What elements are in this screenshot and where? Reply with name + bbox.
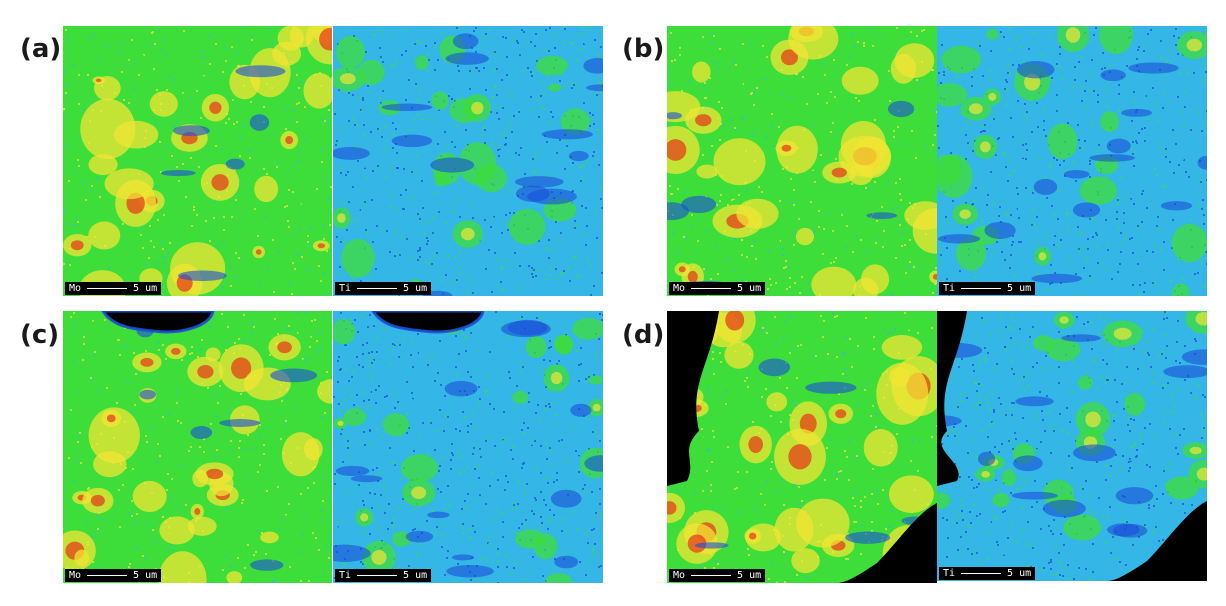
scale-text: 5 um xyxy=(737,283,762,294)
scale-bar: Ti 5 um xyxy=(939,567,1036,580)
mo-map-c: Mo 5 um xyxy=(63,311,332,583)
scale-line xyxy=(357,575,398,576)
element-label: Ti xyxy=(339,570,352,581)
scale-line xyxy=(961,288,1002,289)
element-label: Ti xyxy=(943,283,956,294)
scale-bar: Mo 5 um xyxy=(65,569,162,582)
scale-bar: Mo 5 um xyxy=(669,569,766,582)
ti-map-c: Ti 5 um xyxy=(333,311,603,583)
panel-label-d: (d) xyxy=(622,320,665,350)
element-label: Mo xyxy=(69,570,82,581)
scale-bar: Ti 5 um xyxy=(335,282,432,295)
ti-map-a: Ti 5 um xyxy=(333,26,603,296)
mo-map-b: Mo 5 um xyxy=(667,26,937,296)
panel-label-a: (a) xyxy=(20,34,62,64)
scale-line xyxy=(87,575,128,576)
element-label: Ti xyxy=(339,283,352,294)
element-label: Ti xyxy=(943,568,956,579)
ti-map-b: Ti 5 um xyxy=(937,26,1207,296)
scale-line xyxy=(87,288,128,289)
scale-bar: Mo 5 um xyxy=(669,282,766,295)
scale-text: 5 um xyxy=(1007,568,1032,579)
element-label: Mo xyxy=(69,283,82,294)
scale-line xyxy=(691,575,732,576)
mo-map-a: Mo 5 um xyxy=(63,26,332,296)
scale-text: 5 um xyxy=(737,570,762,581)
scale-line xyxy=(961,573,1002,574)
ti-map-d: Ti 5 um xyxy=(937,311,1207,581)
scale-text: 5 um xyxy=(133,283,158,294)
scale-line xyxy=(357,288,398,289)
element-label: Mo xyxy=(673,283,686,294)
scale-bar: Ti 5 um xyxy=(335,569,432,582)
scale-text: 5 um xyxy=(403,283,428,294)
element-label: Mo xyxy=(673,570,686,581)
scale-bar: Mo 5 um xyxy=(65,282,162,295)
mo-map-d: Mo 5 um xyxy=(667,311,937,583)
panel-label-b: (b) xyxy=(622,34,665,64)
panel-label-c: (c) xyxy=(20,320,60,350)
scale-text: 5 um xyxy=(133,570,158,581)
scale-bar: Ti 5 um xyxy=(939,282,1036,295)
scale-line xyxy=(691,288,732,289)
scale-text: 5 um xyxy=(403,570,428,581)
scale-text: 5 um xyxy=(1007,283,1032,294)
